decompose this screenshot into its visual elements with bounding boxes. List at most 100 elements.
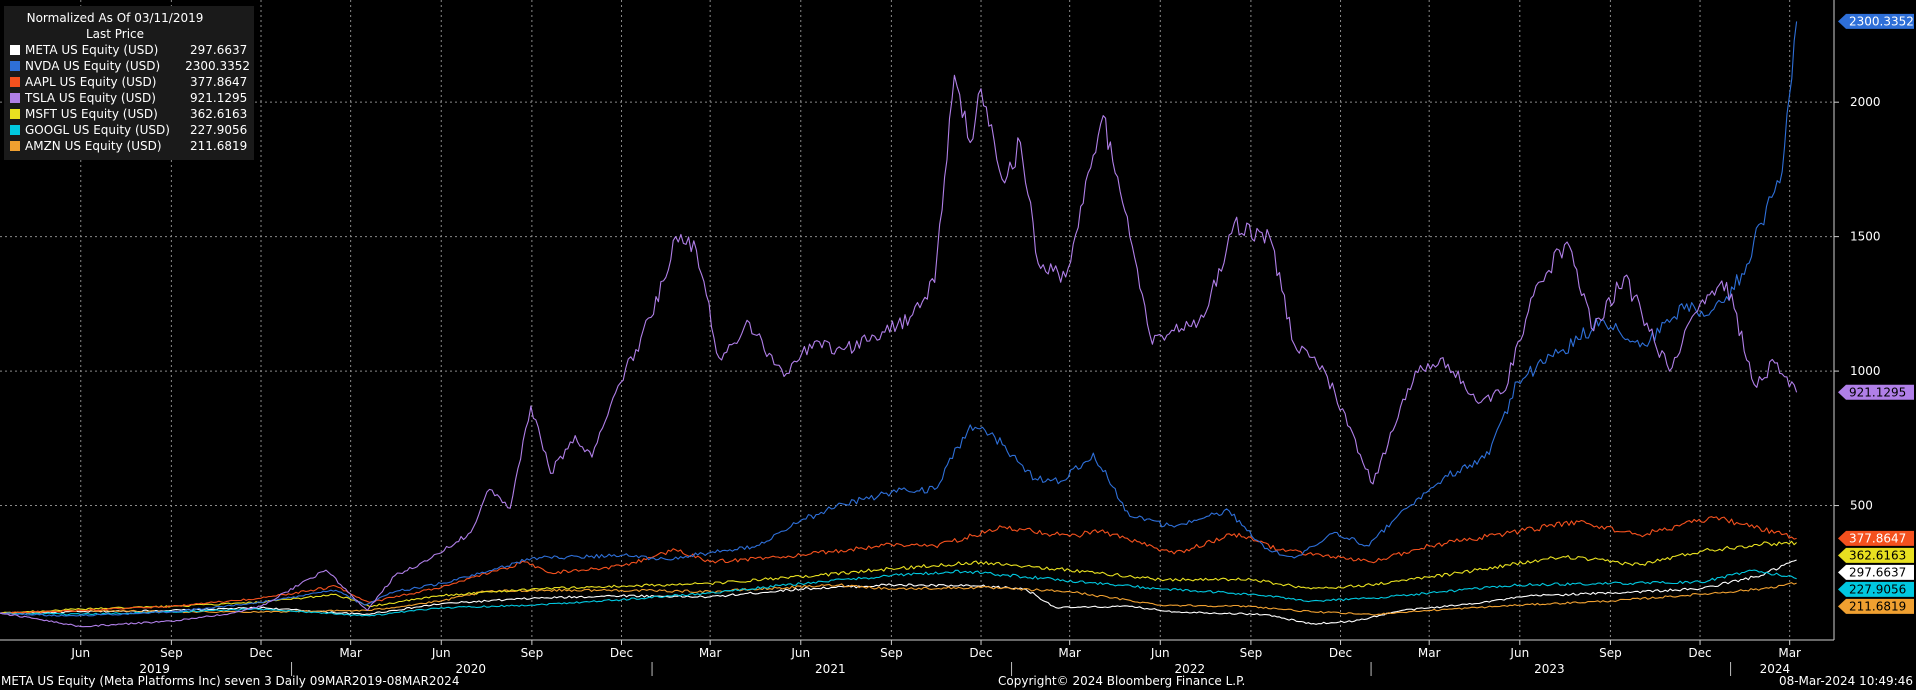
y-tick-label: 1000 xyxy=(1850,364,1881,378)
x-tick-label-month: Sep xyxy=(521,646,544,660)
series-line-msft xyxy=(0,540,1797,614)
legend-series-name: AMZN US Equity (USD) xyxy=(25,139,162,153)
x-tick-label-month: Dec xyxy=(969,646,992,660)
axes xyxy=(0,0,1835,641)
legend-swatch xyxy=(10,125,20,135)
last-price-tag-bg xyxy=(1838,564,1914,580)
x-tick-label-month: Mar xyxy=(699,646,722,660)
x-tick-label-year: 2022 xyxy=(1175,662,1206,676)
x-tick-label-month: Dec xyxy=(1329,646,1352,660)
last-price-tag-aapl: 377.8647 xyxy=(1838,530,1914,546)
last-price-tag-tsla: 921.1295 xyxy=(1838,384,1914,400)
last-price-tag-amzn: 211.6819 xyxy=(1838,598,1914,614)
x-tick-label-month: Sep xyxy=(1240,646,1263,660)
x-tick-label-year: 2020 xyxy=(456,662,487,676)
footer-security-info: META US Equity (Meta Platforms Inc) seve… xyxy=(1,674,460,688)
legend-series-name: TSLA US Equity (USD) xyxy=(25,91,156,105)
legend-last-price: 297.6637 xyxy=(190,43,248,57)
y-tick-label: 1500 xyxy=(1850,230,1881,244)
last-price-tag-bg xyxy=(1838,598,1914,614)
x-tick-label-month: Jun xyxy=(1509,646,1529,660)
series-line-aapl xyxy=(0,516,1797,615)
legend-swatch xyxy=(10,77,20,87)
last-price-tag-value: 211.6819 xyxy=(1849,599,1906,613)
legend-subtitle: Last Price xyxy=(85,27,145,41)
x-tick-label-month: Dec xyxy=(249,646,272,660)
last-price-tag-bg xyxy=(1838,13,1914,29)
last-price-tag-value: 362.6163 xyxy=(1849,548,1906,562)
legend-entry: AAPL US Equity (USD) 377.8647 xyxy=(10,74,250,90)
last-price-tag-msft: 362.6163 xyxy=(1838,547,1914,563)
x-tick-label-year: 2019 xyxy=(139,662,170,676)
legend-entry: META US Equity (USD) 297.6637 xyxy=(10,42,250,58)
x-tick-label-month: Mar xyxy=(1058,646,1081,660)
legend-last-price: 227.9056 xyxy=(190,123,248,137)
legend-entry: TSLA US Equity (USD) 921.1295 xyxy=(10,90,250,106)
last-price-tag-bg xyxy=(1838,547,1914,563)
x-tick-label-month: Sep xyxy=(1599,646,1622,660)
last-price-tag-value: 227.9056 xyxy=(1849,582,1906,596)
legend: Normalized As Of 03/11/2019 Last Price M… xyxy=(4,6,254,160)
x-tick-label-month: Sep xyxy=(160,646,183,660)
x-tick-label-month: Sep xyxy=(880,646,903,660)
legend-entry: MSFT US Equity (USD) 362.6163 xyxy=(10,106,250,122)
year-dividers xyxy=(291,662,1732,676)
legend-last-price: 211.6819 xyxy=(190,139,248,153)
legend-series-name: NVDA US Equity (USD) xyxy=(25,59,161,73)
x-ticks: Jun Sep Dec Mar Jun Sep Dec Mar Jun Sep Dec Mar Jun S… xyxy=(70,640,1801,676)
series-line-tsla xyxy=(0,74,1798,628)
legend-rows: META US Equity (USD) 297.6637 NVDA US Equi… xyxy=(10,42,250,154)
x-tick-label-month: Mar xyxy=(1418,646,1441,660)
x-tick-label-month: Mar xyxy=(339,646,362,660)
y-tick-label: 2000 xyxy=(1850,95,1881,109)
legend-swatch xyxy=(10,109,20,119)
legend-series-name: MSFT US Equity (USD) xyxy=(25,107,158,121)
last-price-tags: 2300.3352 921.1295 377.8647 362.6163 297.663… xyxy=(1838,13,1914,614)
legend-last-price: 2300.3352 xyxy=(185,59,250,73)
legend-series-name: META US Equity (USD) xyxy=(25,43,159,57)
legend-series-name: AAPL US Equity (USD) xyxy=(25,75,157,89)
x-tick-label-month: Jun xyxy=(431,646,451,660)
last-price-tag-value: 297.6637 xyxy=(1849,565,1906,579)
last-price-tag-bg xyxy=(1838,581,1914,597)
legend-swatch xyxy=(10,93,20,103)
x-tick-label-month: Dec xyxy=(610,646,633,660)
legend-last-price: 921.1295 xyxy=(190,91,248,105)
y-tick-label: 500 xyxy=(1850,499,1873,513)
last-price-tag-bg xyxy=(1838,530,1914,546)
last-price-tag-meta: 297.6637 xyxy=(1838,564,1914,580)
legend-entry: AMZN US Equity (USD) 211.6819 xyxy=(10,138,250,154)
series-line-nvda xyxy=(0,21,1798,617)
series-line-googl xyxy=(0,569,1797,617)
legend-entry: NVDA US Equity (USD) 2300.3352 xyxy=(10,58,250,74)
legend-last-price: 362.6163 xyxy=(190,107,248,121)
last-price-tag-value: 377.8647 xyxy=(1849,531,1906,545)
legend-swatch xyxy=(10,45,20,55)
x-tick-label-month: Mar xyxy=(1778,646,1801,660)
last-price-tag-nvda: 2300.3352 xyxy=(1838,13,1914,29)
y-ticks: 500 1000 1500 2000 xyxy=(1834,95,1881,513)
legend-entry: GOOGL US Equity (USD) 227.9056 xyxy=(10,122,250,138)
last-price-tag-googl: 227.9056 xyxy=(1838,581,1914,597)
x-tick-label-month: Jun xyxy=(70,646,90,660)
series-line-meta xyxy=(0,559,1797,625)
last-price-tag-bg xyxy=(1838,384,1914,400)
legend-title: Normalized As Of 03/11/2019 xyxy=(26,11,204,25)
x-tick-label-year: 2024 xyxy=(1760,662,1791,676)
last-price-tag-value: 2300.3352 xyxy=(1849,14,1914,28)
footer-copyright: Copyright© 2024 Bloomberg Finance L.P. xyxy=(998,674,1246,688)
x-tick-label-year: 2021 xyxy=(815,662,846,676)
legend-last-price: 377.8647 xyxy=(190,75,248,89)
series-lines xyxy=(0,21,1798,628)
x-tick-label-month: Jun xyxy=(1150,646,1170,660)
x-tick-label-year: 2023 xyxy=(1534,662,1565,676)
legend-swatch xyxy=(10,61,20,71)
x-tick-label-month: Dec xyxy=(1688,646,1711,660)
footer-timestamp: 08-Mar-2024 10:49:46 xyxy=(1778,674,1913,688)
legend-series-name: GOOGL US Equity (USD) xyxy=(25,123,170,137)
x-tick-label-month: Jun xyxy=(790,646,810,660)
grid-lines xyxy=(0,0,1834,640)
last-price-tag-value: 921.1295 xyxy=(1849,385,1906,399)
legend-swatch xyxy=(10,141,20,151)
